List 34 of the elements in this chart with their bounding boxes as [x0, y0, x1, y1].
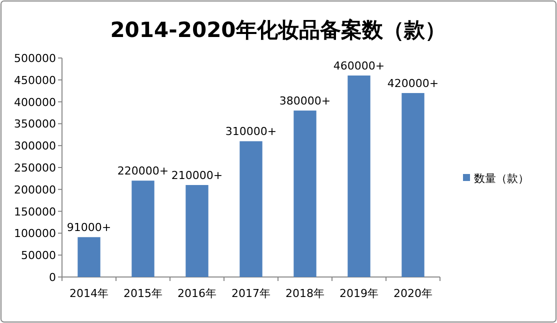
data-label: 210000+	[171, 169, 223, 182]
data-label: 310000+	[225, 125, 277, 138]
bar	[78, 237, 100, 277]
y-tick-label: 150000	[14, 205, 56, 218]
data-label: 220000+	[117, 164, 169, 178]
y-tick-label: 250000	[14, 162, 56, 174]
data-label: 460000+	[333, 60, 385, 73]
y-tick-label: 50000	[21, 249, 56, 262]
bar	[348, 76, 370, 277]
bar	[294, 110, 316, 277]
x-tick-label: 2018年	[286, 287, 324, 300]
y-tick-label: 350000	[14, 118, 56, 131]
data-label: 420000+	[387, 77, 439, 90]
x-tick-label: 2019年	[340, 287, 378, 300]
bar	[240, 141, 262, 277]
x-tick-label: 2015年	[124, 287, 162, 300]
y-tick-label: 300000	[14, 140, 56, 153]
y-tick-label: 400000	[14, 96, 56, 109]
chart-title: 2014-2020年化妆品备案数（款）	[110, 18, 446, 42]
y-tick-label: 0	[49, 271, 56, 284]
bar	[402, 93, 424, 277]
y-tick-label: 100000	[14, 227, 56, 240]
x-tick-label: 2017年	[232, 287, 270, 300]
bar	[186, 185, 208, 277]
x-tick-label: 2020年	[394, 287, 432, 300]
x-tick-label: 2014年	[70, 287, 108, 300]
x-tick-label: 2016年	[178, 287, 216, 300]
bar	[132, 180, 154, 277]
data-label: 380000+	[279, 94, 331, 108]
y-tick-label: 450000	[14, 74, 56, 87]
y-tick-label: 200000	[14, 183, 56, 196]
y-tick-label: 500000	[14, 52, 56, 65]
legend-label: 数量（款）	[474, 172, 529, 185]
data-label: 91000+	[66, 221, 112, 234]
